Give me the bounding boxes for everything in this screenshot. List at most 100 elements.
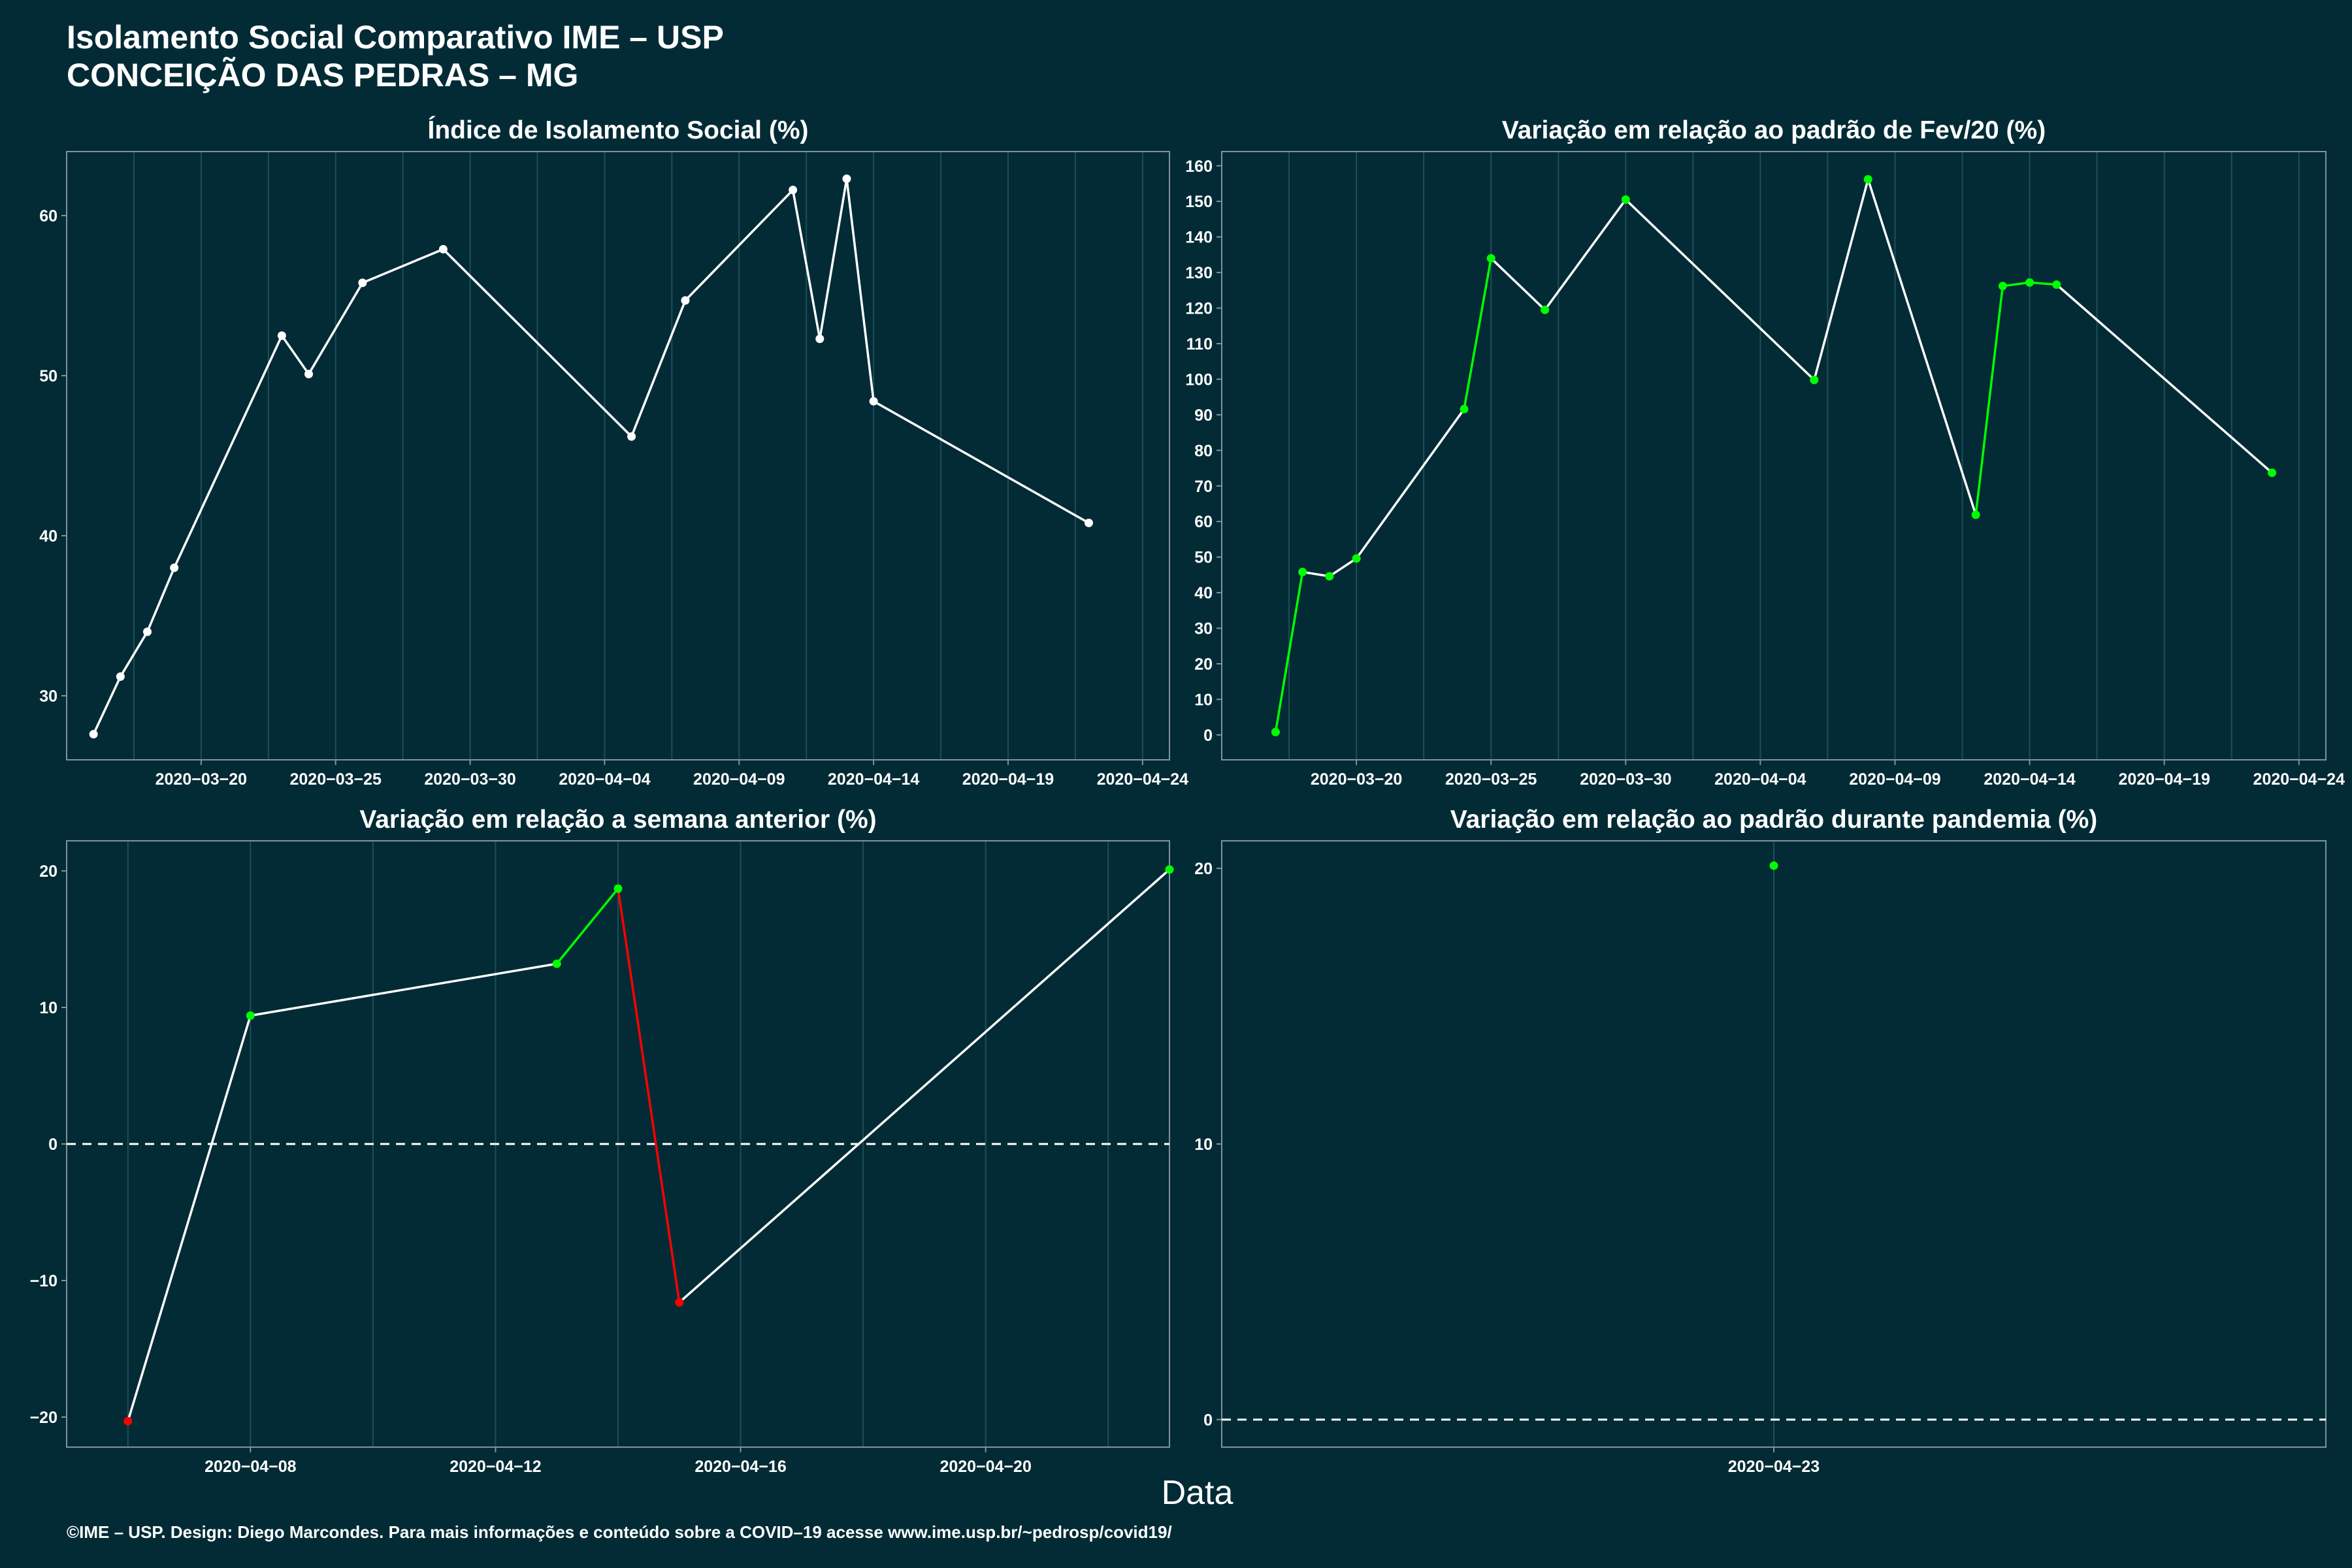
y-tick-label: 30	[1194, 620, 1213, 638]
data-point	[789, 186, 798, 195]
main-title: Isolamento Social Comparativo IME – USP …	[67, 18, 724, 94]
series-segment	[1543, 198, 1627, 312]
data-point	[2025, 278, 2034, 287]
chart-title: Índice de Isolamento Social (%)	[428, 116, 809, 144]
series-segment	[1301, 570, 1331, 578]
series-segment	[819, 177, 848, 340]
data-point	[842, 174, 851, 184]
x-tick-label: 2020−04−09	[1849, 770, 1940, 789]
y-tick-label: 160	[1185, 157, 1213, 176]
chart-title: Variação em relação ao padrão durante pa…	[1450, 806, 2098, 834]
y-tick-label: 20	[1194, 860, 1213, 878]
data-point	[1298, 568, 1307, 577]
data-point	[89, 730, 98, 739]
data-point	[1971, 510, 1980, 519]
y-tick-label: 50	[39, 367, 57, 385]
y-tick-label: 50	[1194, 549, 1213, 567]
y-tick-label: 110	[1186, 335, 1213, 353]
data-point	[116, 672, 125, 681]
data-point	[627, 432, 636, 441]
series-segment	[845, 177, 875, 402]
series-segment	[617, 887, 681, 1304]
series-segment	[1463, 257, 1492, 410]
data-point	[277, 331, 286, 340]
y-tick-label: 100	[1185, 370, 1213, 389]
series-segment	[119, 630, 149, 678]
y-tick-label: 20	[39, 862, 57, 881]
data-point	[1621, 195, 1630, 204]
footer-credits: ©IME – USP. Design: Diego Marcondes. Par…	[67, 1522, 1172, 1542]
x-tick-label: 2020−04−04	[1714, 770, 1806, 789]
data-point	[815, 335, 825, 344]
data-point	[1271, 728, 1280, 737]
data-point	[552, 959, 561, 968]
series-segment	[1867, 178, 1977, 516]
data-point	[304, 370, 314, 379]
x-tick-label: 2020−03−25	[1445, 770, 1537, 789]
y-tick-label: 140	[1185, 229, 1213, 247]
x-tick-label: 2020−04−19	[2118, 770, 2210, 789]
y-tick-label: 130	[1185, 264, 1213, 282]
series-segment	[2028, 281, 2058, 286]
data-point	[1769, 861, 1778, 870]
x-tick-label: 2020−04−19	[962, 770, 1054, 789]
series-segment	[172, 335, 284, 569]
series-segment	[1355, 408, 1465, 560]
series-segment	[1328, 557, 1358, 578]
y-tick-label: 120	[1185, 300, 1213, 318]
series-segment	[1813, 178, 1870, 382]
y-tick-label: 10	[1194, 691, 1213, 709]
y-tick-label: 70	[1194, 478, 1213, 496]
x-tick-label: 2020−04−14	[828, 770, 920, 789]
y-tick-label: 60	[1194, 513, 1213, 531]
y-tick-label: 90	[1194, 406, 1213, 425]
data-point	[2052, 280, 2061, 289]
data-point	[1165, 865, 1174, 874]
series-segment	[361, 248, 445, 284]
y-tick-label: −20	[30, 1409, 57, 1427]
x-tick-label: 2020−03−25	[289, 770, 382, 789]
x-tick-label: 2020−04−24	[2253, 770, 2345, 789]
x-tick-label: 2020−04−23	[1728, 1458, 1820, 1476]
data-point	[681, 296, 690, 305]
series-segment	[684, 189, 794, 302]
series-segment	[1490, 257, 1546, 312]
series-segment	[630, 299, 687, 438]
series-segment	[1974, 285, 2004, 516]
x-tick-label: 2020−04−14	[1984, 770, 2076, 789]
data-point	[1325, 572, 1334, 581]
series-segment	[249, 962, 558, 1017]
series-segment	[2001, 281, 2031, 287]
series-segment	[92, 675, 122, 736]
data-point	[123, 1416, 133, 1426]
series-segment	[127, 1014, 252, 1423]
x-tick-label: 2020−03−30	[424, 770, 515, 789]
data-point	[246, 1011, 255, 1021]
series-segment	[307, 282, 364, 376]
series-segment	[872, 400, 1090, 525]
series-segment	[146, 566, 176, 633]
series-segment	[1274, 570, 1304, 734]
data-point	[438, 244, 448, 253]
data-point	[1084, 518, 1093, 527]
series-segment	[442, 248, 633, 438]
data-point	[1998, 282, 2007, 291]
data-point	[1486, 253, 1495, 263]
data-point	[170, 563, 179, 572]
chart-panel-1: Índice de Isolamento Social (%) 30 40 50 60 2…	[39, 116, 1188, 789]
main-title-line-1: Isolamento Social Comparativo IME – USP	[67, 19, 724, 56]
x-tick-label: 2020−04−24	[1097, 770, 1189, 789]
x-tick-label: 2020−04−09	[693, 770, 785, 789]
y-tick-label: 150	[1185, 193, 1213, 211]
x-tick-label: 2020−04−08	[204, 1458, 297, 1476]
y-tick-label: −10	[30, 1272, 57, 1290]
data-point	[1810, 376, 1819, 385]
x-tick-label: 2020−04−12	[449, 1458, 541, 1476]
data-point	[1863, 174, 1872, 184]
series-segment	[280, 335, 310, 376]
chart-panel-2: Variação em relação ao padrão de Fev/20 …	[1185, 116, 2345, 789]
data-point	[1460, 404, 1469, 414]
x-tick-label: 2020−04−16	[694, 1458, 786, 1476]
data-point	[1352, 554, 1361, 563]
series-segment	[555, 887, 619, 965]
